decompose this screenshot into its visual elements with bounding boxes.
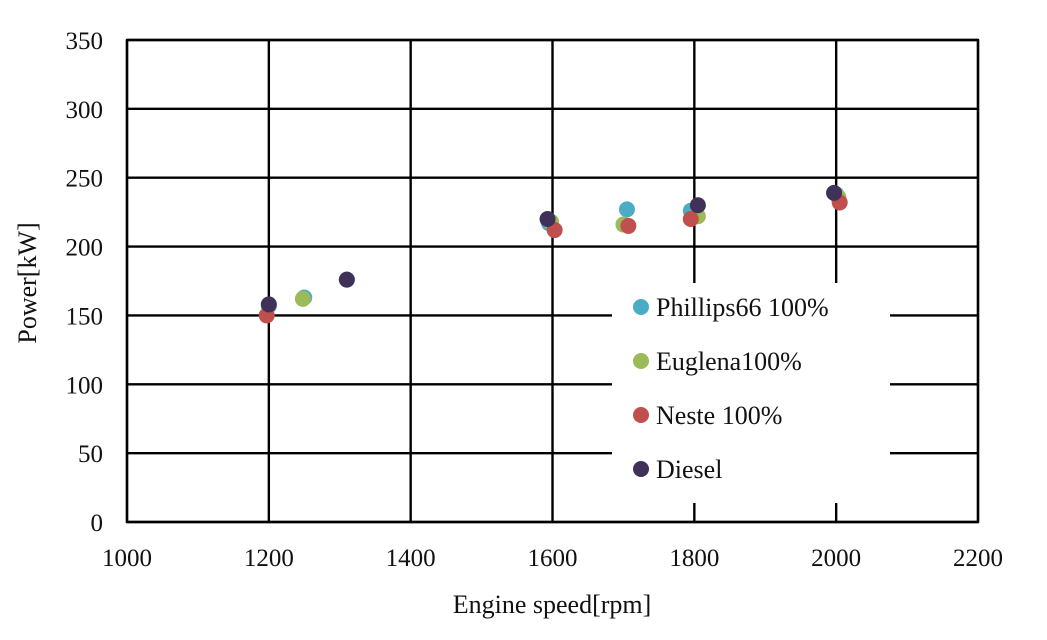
x-tick-label-6: 2200 <box>953 545 1003 572</box>
x-tick-label-5: 2000 <box>811 545 861 572</box>
data-points <box>258 184 848 324</box>
y-tick-label-3: 150 <box>66 303 104 330</box>
y-tick-label-0: 0 <box>91 510 104 537</box>
y-tick-label-7: 350 <box>66 28 104 55</box>
plot-frame <box>125 38 980 524</box>
legend-marker-1 <box>633 353 649 369</box>
point-series-3-2 <box>539 211 556 228</box>
point-series-2-2 <box>620 217 637 234</box>
x-tick-label-0: 1000 <box>102 545 152 572</box>
legend-marker-2 <box>633 407 649 423</box>
x-tick-label-1: 1200 <box>244 545 294 572</box>
point-series-3-4 <box>826 184 843 201</box>
y-tick-label-6: 300 <box>66 97 104 124</box>
x-tick-label-4: 1800 <box>669 545 719 572</box>
point-series-3-3 <box>689 197 706 214</box>
x-tick-labels: 1000 1200 1400 1600 1800 2000 2200 <box>102 545 1003 572</box>
y-tick-label-5: 250 <box>66 166 104 193</box>
y-tick-label-4: 200 <box>66 235 104 262</box>
point-series-0-4 <box>618 201 635 218</box>
y-tick-label-1: 50 <box>78 441 103 468</box>
y-axis-title: Power[kW] <box>13 222 42 343</box>
legend: Phillips66 100% Euglena100% Neste 100% Dies… <box>612 283 890 503</box>
point-series-2-3 <box>682 211 699 228</box>
y-tick-label-2: 100 <box>66 372 104 399</box>
legend-box <box>612 283 890 503</box>
legend-label-0: Phillips66 100% <box>656 293 829 322</box>
x-tick-label-2: 1400 <box>386 545 436 572</box>
legend-label-1: Euglena100% <box>656 347 802 376</box>
point-series-3-1 <box>338 271 355 288</box>
legend-label-2: Neste 100% <box>656 401 782 430</box>
x-axis-title: Engine speed[rpm] <box>453 590 652 619</box>
y-tick-labels: 0 50 100 150 200 250 300 350 <box>66 28 104 537</box>
legend-label-3: Diesel <box>656 455 722 484</box>
point-series-3-0 <box>260 296 277 313</box>
legend-marker-3 <box>633 461 649 477</box>
legend-marker-0 <box>633 299 649 315</box>
point-series-1-0 <box>294 290 311 307</box>
x-tick-label-3: 1600 <box>528 545 578 572</box>
